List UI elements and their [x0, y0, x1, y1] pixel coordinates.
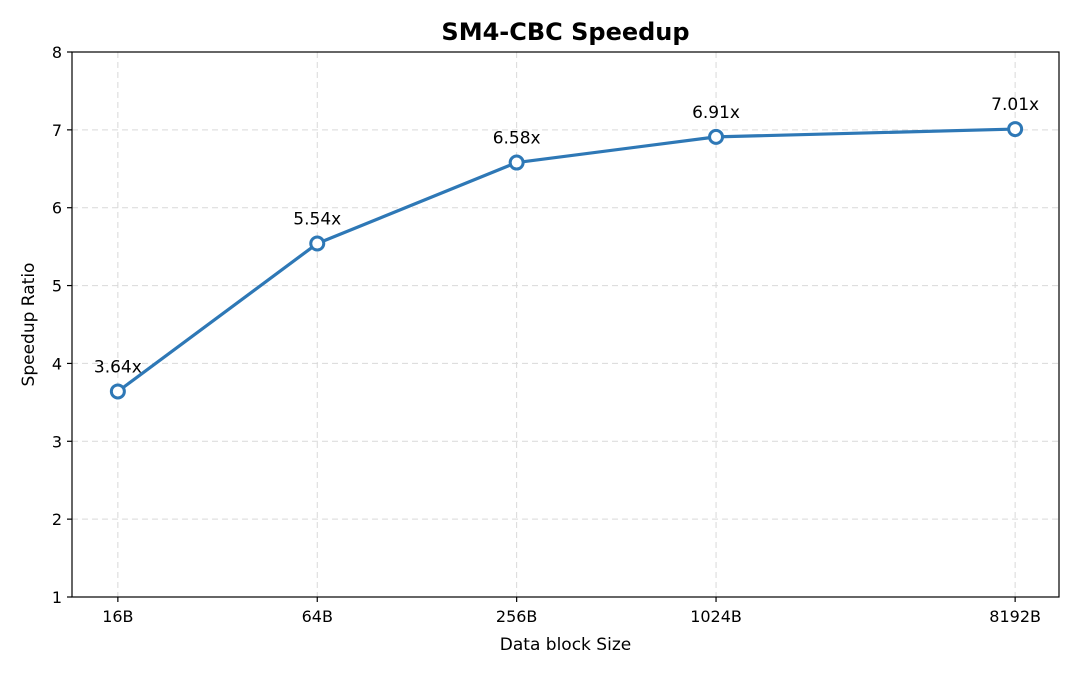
data-label: 5.54x	[293, 210, 341, 230]
ticks: 1 2 3 4 5 6 7 8 16B 64B 256B 1024B 8192B	[52, 43, 1041, 626]
y-tick-label: 6	[52, 199, 62, 218]
x-axis-label: Data block Size	[500, 635, 631, 655]
data-point-marker	[1007, 121, 1024, 138]
x-tick-label: 16B	[102, 607, 133, 626]
data-point-marker	[309, 235, 326, 252]
x-tick-label: 256B	[496, 607, 538, 626]
data-point-marker	[508, 154, 525, 171]
data-label: 6.58x	[493, 129, 541, 149]
x-tick-label: 8192B	[989, 607, 1041, 626]
y-tick-label: 5	[52, 277, 62, 296]
data-label: 6.91x	[692, 103, 740, 123]
y-tick-label: 1	[52, 588, 62, 607]
series-line	[116, 127, 1017, 394]
plot-frame	[71, 51, 1060, 598]
y-tick-label: 3	[52, 432, 62, 451]
data-point-marker	[708, 128, 725, 145]
series: 3.64x 5.54x 6.58x 6.91x 7.01x	[94, 95, 1039, 400]
x-tick-label: 64B	[302, 607, 333, 626]
x-tick-label: 1024B	[690, 607, 742, 626]
grid	[72, 51, 1059, 598]
chart-title: SM4-CBC Speedup	[441, 18, 689, 46]
y-tick-label: 7	[52, 121, 62, 140]
y-tick-label: 8	[52, 43, 62, 62]
y-axis-label: Speedup Ratio	[19, 263, 39, 387]
y-tick-label: 4	[52, 354, 62, 373]
data-label: 7.01x	[991, 95, 1039, 115]
y-tick-label: 2	[52, 510, 62, 529]
data-label: 3.64x	[94, 357, 142, 377]
data-point-marker	[109, 383, 126, 400]
